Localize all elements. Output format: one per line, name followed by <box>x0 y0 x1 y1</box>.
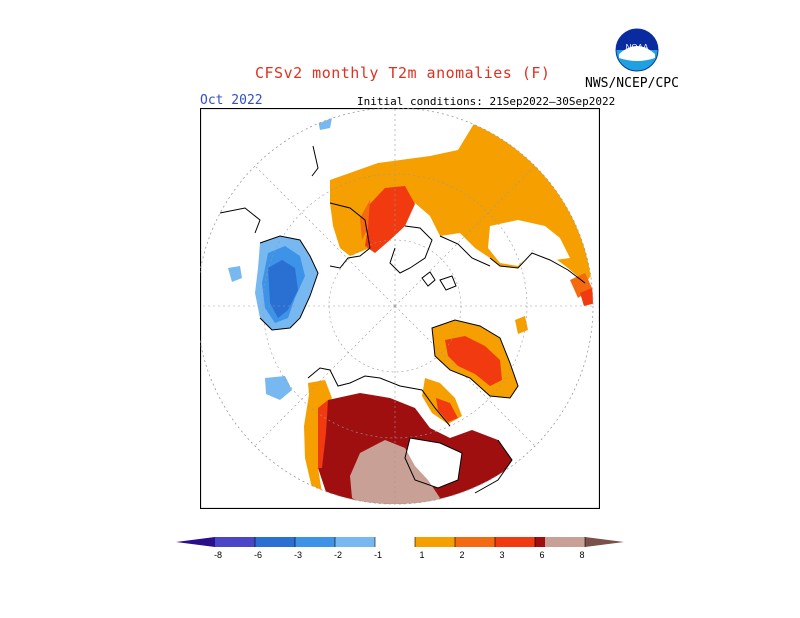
legend-bin-1 <box>215 537 255 547</box>
asia-neutral-patch <box>488 220 570 266</box>
legend-bin-3 <box>295 537 335 547</box>
logo-text: NOAA <box>626 43 649 52</box>
legend-tick-label: -1 <box>374 550 382 560</box>
legend-tick-label: 3 <box>499 550 504 560</box>
atlantic-cool <box>265 376 292 400</box>
legend-bin-10 <box>545 537 585 547</box>
greenland-red-region <box>445 336 502 386</box>
noaa-logo: NOAA <box>615 28 659 72</box>
legend-bin-6 <box>415 537 455 547</box>
legend-tick-label: -6 <box>254 550 262 560</box>
agency-label: NWS/NCEP/CPC <box>585 76 679 91</box>
graticule <box>200 108 593 504</box>
polar-map <box>200 108 600 509</box>
legend-tick-label: 8 <box>579 550 584 560</box>
legend-bin-7 <box>455 537 495 547</box>
legend-tick-label: -8 <box>214 550 222 560</box>
color-legend: -8 -6 -3 -2 -1 1 2 3 6 8 <box>176 537 624 560</box>
legend-bin-8 <box>495 537 535 547</box>
siberia-red-region <box>365 186 415 253</box>
legend-bin-5 <box>375 537 415 547</box>
central-pink-region <box>350 440 440 504</box>
anomaly-field <box>228 116 593 504</box>
legend-tick-label: 1 <box>419 550 424 560</box>
coastlines <box>219 145 586 494</box>
legend-tick-label: 6 <box>539 550 544 560</box>
legend-tip-high <box>585 537 624 547</box>
legend-bin-4 <box>335 537 375 547</box>
legend-tick-label: -2 <box>334 550 342 560</box>
chart-title: CFSv2 monthly T2m anomalies (F) <box>255 64 551 82</box>
legend-tick-label: 2 <box>459 550 464 560</box>
legend-bin-2 <box>255 537 295 547</box>
eastern-europe-cool <box>228 266 242 282</box>
initial-conditions: Initial conditions: 21Sep2022–30Sep2022 <box>357 95 616 108</box>
map-horizon <box>200 108 594 505</box>
forecast-month: Oct 2022 <box>200 93 263 108</box>
legend-tip-low <box>176 537 215 547</box>
legend-tick-label: -3 <box>294 550 302 560</box>
